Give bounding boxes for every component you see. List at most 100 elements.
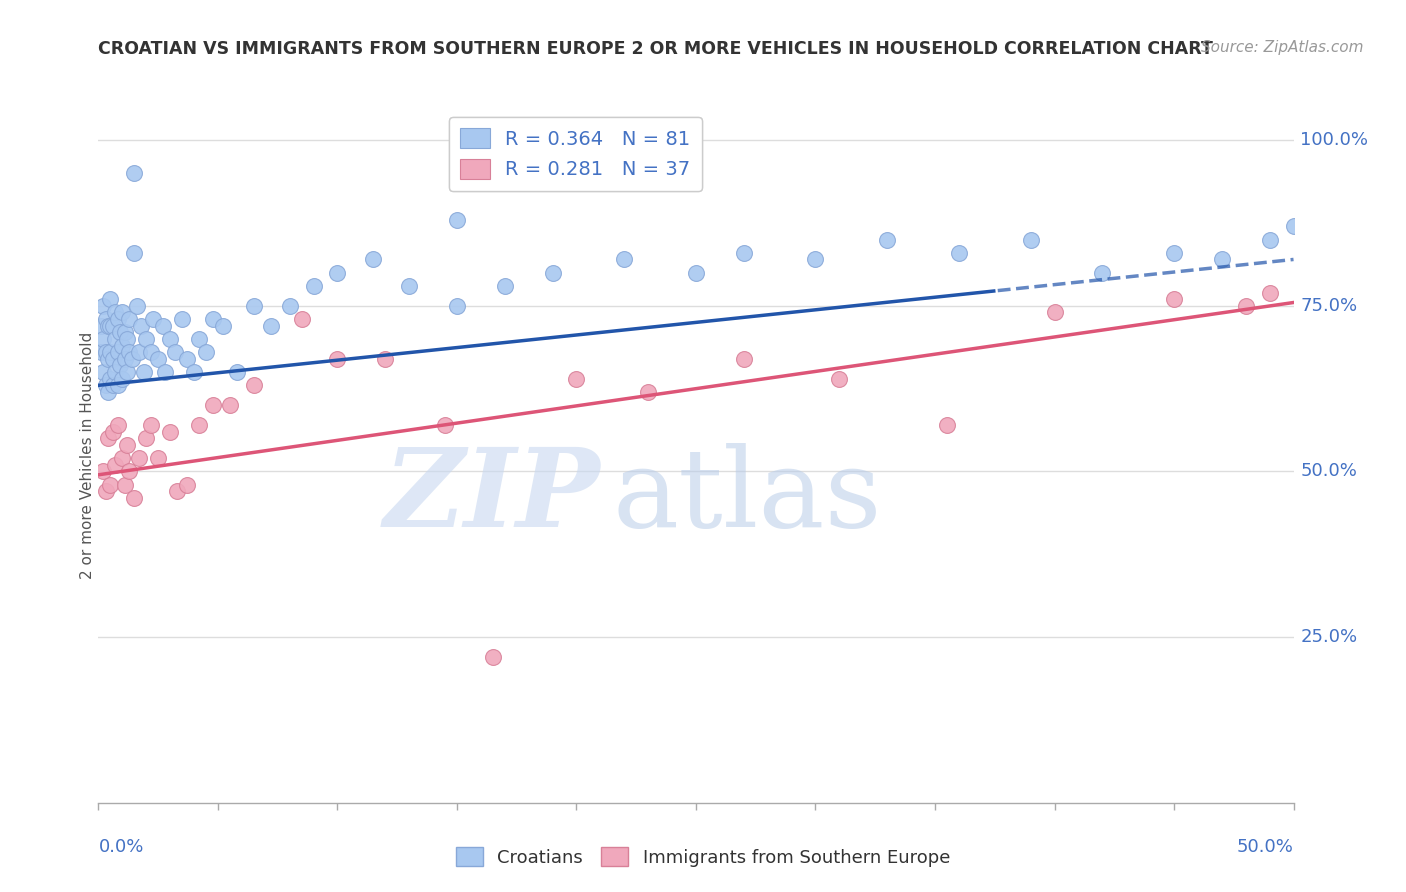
Point (104, 332, 127, 346)
Point (135, 431, 157, 445)
Point (226, 365, 249, 379)
Text: atlas: atlas (612, 443, 882, 550)
Point (114, 351, 136, 366)
Point (128, 345, 150, 359)
Point (139, 418, 162, 433)
Point (132, 365, 155, 379)
Point (446, 299, 468, 313)
Point (326, 351, 349, 366)
Point (118, 345, 141, 359)
Point (98, 292, 122, 306)
Point (733, 245, 755, 260)
Point (148, 451, 170, 466)
Point (114, 326, 136, 340)
Point (104, 365, 127, 379)
Point (433, 418, 456, 433)
Point (202, 398, 225, 412)
Point (91, 299, 114, 313)
Point (94, 345, 117, 359)
Point (1282, 219, 1305, 234)
Point (101, 351, 124, 366)
Point (163, 345, 186, 359)
Text: 0.0%: 0.0% (98, 838, 143, 855)
Point (115, 438, 138, 452)
Point (98, 345, 122, 359)
Point (176, 351, 198, 366)
Point (1258, 233, 1281, 247)
Point (90, 318, 112, 333)
Point (124, 166, 146, 180)
Point (1163, 245, 1185, 260)
Point (374, 351, 396, 366)
Point (565, 372, 588, 386)
Point (613, 252, 636, 267)
Point (1043, 305, 1066, 319)
Point (94, 378, 117, 392)
Point (155, 365, 177, 379)
Point (125, 299, 148, 313)
Point (211, 318, 233, 333)
Point (1258, 285, 1281, 300)
Point (101, 318, 124, 333)
Point (131, 318, 153, 333)
Point (118, 312, 141, 326)
Point (804, 252, 827, 267)
Point (1019, 233, 1042, 247)
Text: ZIP: ZIP (384, 443, 600, 550)
Point (637, 384, 659, 399)
Point (187, 418, 209, 433)
Point (135, 332, 157, 346)
Point (97, 431, 120, 445)
Point (1091, 266, 1114, 280)
Point (219, 398, 242, 412)
Text: 25.0%: 25.0% (1301, 628, 1358, 646)
Legend: R = 0.364   N = 81, R = 0.281   N = 37: R = 0.364 N = 81, R = 0.281 N = 37 (449, 117, 702, 191)
Point (104, 458, 127, 472)
Point (194, 345, 217, 359)
Point (142, 312, 165, 326)
Point (1211, 252, 1233, 267)
Point (101, 378, 124, 392)
Point (124, 491, 146, 505)
Point (107, 378, 129, 392)
Point (326, 266, 349, 280)
Point (159, 425, 181, 439)
Point (94, 484, 117, 499)
Point (302, 279, 325, 293)
Point (278, 299, 301, 313)
Point (172, 312, 194, 326)
Point (259, 318, 281, 333)
Legend: Croatians, Immigrants from Southern Europe: Croatians, Immigrants from Southern Euro… (449, 840, 957, 874)
Point (115, 332, 138, 346)
Point (733, 351, 755, 366)
Point (91, 365, 114, 379)
Point (187, 332, 209, 346)
Point (1163, 292, 1185, 306)
Point (107, 418, 129, 433)
Point (183, 365, 205, 379)
Point (398, 279, 420, 293)
Point (202, 312, 225, 326)
Point (111, 305, 134, 319)
Text: 100.0%: 100.0% (1301, 131, 1368, 149)
Text: Source: ZipAtlas.com: Source: ZipAtlas.com (1201, 40, 1364, 55)
Point (97, 351, 120, 366)
Point (139, 345, 162, 359)
Point (446, 212, 468, 227)
Point (541, 266, 564, 280)
Point (101, 425, 124, 439)
Point (494, 279, 516, 293)
Text: 50.0%: 50.0% (1237, 838, 1294, 855)
Point (481, 650, 505, 665)
Point (148, 351, 170, 366)
Point (98, 318, 122, 333)
Point (111, 451, 134, 466)
Point (94, 312, 117, 326)
Point (243, 378, 266, 392)
Point (114, 477, 136, 491)
Point (107, 312, 129, 326)
Text: 50.0%: 50.0% (1301, 462, 1357, 481)
Point (124, 245, 146, 260)
Point (290, 312, 312, 326)
Point (876, 233, 898, 247)
